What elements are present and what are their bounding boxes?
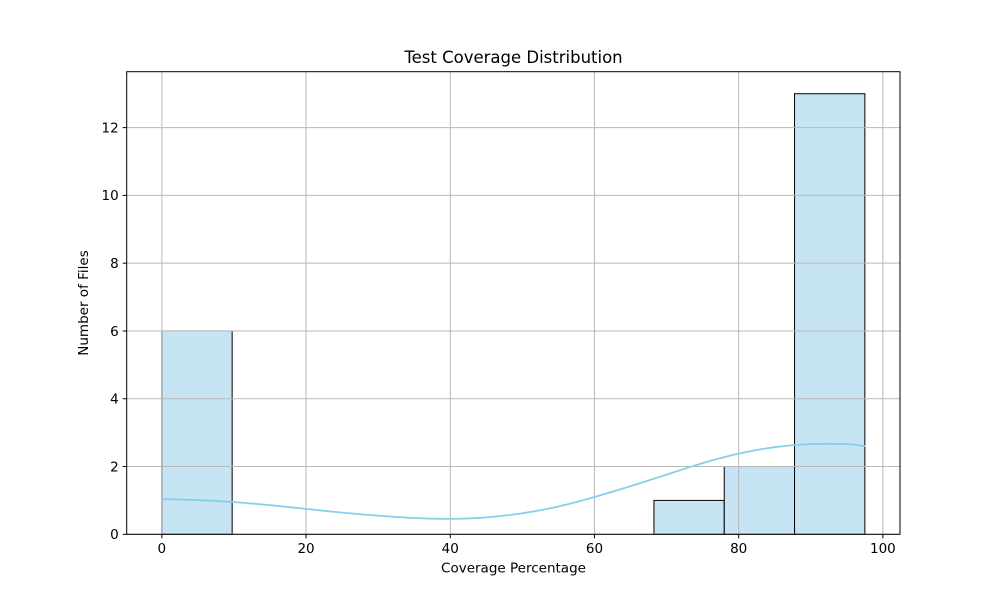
x-tick-label: 0 (158, 541, 167, 557)
y-tick-label: 2 (110, 459, 119, 475)
y-tick-label: 12 (102, 120, 119, 136)
histogram-bar (794, 93, 866, 535)
x-tick-label: 80 (730, 541, 747, 557)
histogram-bar (653, 499, 725, 535)
y-axis-label: Number of Files (76, 250, 92, 355)
x-tick-label: 40 (442, 541, 459, 557)
chart-title: Test Coverage Distribution (403, 48, 622, 67)
histogram-bar (723, 466, 796, 535)
y-tick-label: 4 (110, 392, 119, 408)
y-tick-label: 0 (110, 527, 119, 543)
x-axis-label: Coverage Percentage (441, 561, 586, 577)
y-tick-label: 6 (110, 324, 119, 340)
x-tick-label: 60 (586, 541, 603, 557)
histogram-bar (161, 330, 233, 535)
x-tick-label: 100 (870, 541, 896, 557)
y-tick-label: 8 (110, 256, 119, 272)
kde-curve (160, 442, 866, 520)
y-tick-label: 10 (102, 188, 119, 204)
x-tick-label: 20 (297, 541, 314, 557)
plot-border (126, 71, 901, 535)
